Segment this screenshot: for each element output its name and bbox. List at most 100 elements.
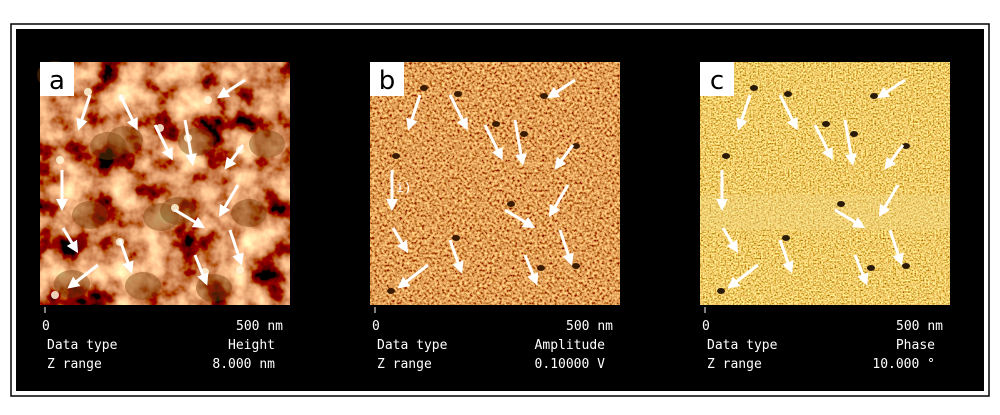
arrow — [118, 94, 138, 131]
z-range: 0.10000 V — [535, 357, 606, 372]
arrow — [224, 144, 245, 170]
scale-start: 0 — [372, 319, 380, 334]
grain — [249, 130, 285, 158]
dark-spot — [902, 263, 910, 269]
dark-spot — [507, 201, 515, 207]
arrow — [853, 254, 869, 286]
bright-spot — [236, 266, 244, 274]
z-range-label: Z range — [707, 357, 762, 372]
arrow — [843, 119, 857, 166]
data-type-label: Data type — [377, 338, 448, 353]
scale-end: 500 nm — [896, 319, 943, 334]
z-range: 10.000 ° — [872, 357, 935, 372]
dark-spot — [572, 263, 580, 269]
bright-spot — [84, 88, 92, 96]
bright-band — [700, 195, 950, 230]
dark-spot — [870, 93, 878, 99]
panel: a 0 500 nm Data type Height Z range 8.000 nm — [37, 61, 290, 372]
arrow — [61, 227, 79, 254]
dark-spot — [717, 288, 725, 294]
arrow — [193, 254, 209, 286]
dark-spot — [822, 121, 830, 127]
dark-spot — [784, 91, 792, 97]
dark-spot — [454, 91, 462, 97]
arrow — [778, 239, 794, 274]
label-box — [40, 62, 74, 96]
bright-spot — [51, 291, 59, 299]
arrow — [153, 124, 173, 161]
arrow — [397, 263, 429, 289]
z-range: 8.000 nm — [212, 357, 275, 372]
arrow — [727, 263, 759, 289]
dark-spot — [572, 143, 580, 149]
arrow — [228, 229, 244, 266]
grain — [143, 203, 179, 231]
panel: c 0 500 nm Data type Phase Z range 10.000 ° — [700, 62, 950, 372]
arrow — [76, 94, 92, 131]
dark-spot — [387, 288, 395, 294]
arrow — [67, 263, 99, 289]
dark-spot — [837, 201, 845, 207]
arrow — [391, 227, 409, 254]
arrow — [448, 239, 464, 274]
arrow — [736, 94, 752, 131]
arrow — [174, 208, 206, 229]
panel-label: b — [379, 66, 396, 96]
label-box — [700, 62, 734, 96]
arrow — [118, 239, 134, 274]
arrow — [558, 229, 574, 266]
data-type-label: Data type — [47, 338, 118, 353]
arrow — [183, 119, 197, 166]
annotation: i) — [396, 181, 412, 196]
dark-spot — [420, 85, 428, 91]
arrow — [778, 94, 798, 131]
grain — [196, 274, 232, 302]
bright-spot — [56, 156, 64, 164]
grain — [178, 128, 214, 156]
arrow — [483, 124, 503, 161]
grain — [231, 199, 267, 227]
arrow — [216, 78, 246, 99]
arrow — [504, 208, 536, 229]
grain — [72, 201, 108, 229]
panel: b i) 0 500 nm Data type Amplitude Z range 0.100… — [370, 62, 620, 372]
dark-spot — [750, 85, 758, 91]
afm-image — [40, 62, 290, 305]
arrow — [884, 144, 905, 170]
scale-end: 500 nm — [566, 319, 613, 334]
bright-spot — [204, 96, 212, 104]
dark-spot — [540, 93, 548, 99]
panel-label: a — [49, 66, 65, 96]
dark-spot — [867, 265, 875, 271]
data-type-label: Data type — [707, 338, 778, 353]
arrow — [548, 184, 570, 218]
scale-start: 0 — [42, 319, 50, 334]
arrow — [448, 94, 468, 131]
panel-label: c — [710, 66, 724, 96]
scale-end: 500 nm — [236, 319, 283, 334]
data-type: Height — [228, 338, 275, 353]
arrow — [513, 119, 527, 166]
data-type: Phase — [896, 338, 935, 353]
arrow — [834, 208, 866, 229]
dark-spot — [782, 235, 790, 241]
dark-spot — [850, 131, 858, 137]
grain — [90, 132, 126, 160]
arrow — [218, 184, 240, 218]
dark-spot — [392, 153, 400, 159]
data-type: Amplitude — [535, 338, 606, 353]
dark-spot — [537, 265, 545, 271]
dark-spot — [492, 121, 500, 127]
arrow — [523, 254, 539, 286]
arrow — [813, 124, 833, 161]
arrow — [406, 94, 422, 131]
z-range-label: Z range — [47, 357, 102, 372]
label-box — [370, 62, 404, 96]
arrow — [554, 144, 575, 170]
grain — [107, 126, 143, 154]
z-range-label: Z range — [377, 357, 432, 372]
afm-image — [700, 62, 950, 305]
grain — [125, 272, 161, 300]
dark-spot — [722, 153, 730, 159]
